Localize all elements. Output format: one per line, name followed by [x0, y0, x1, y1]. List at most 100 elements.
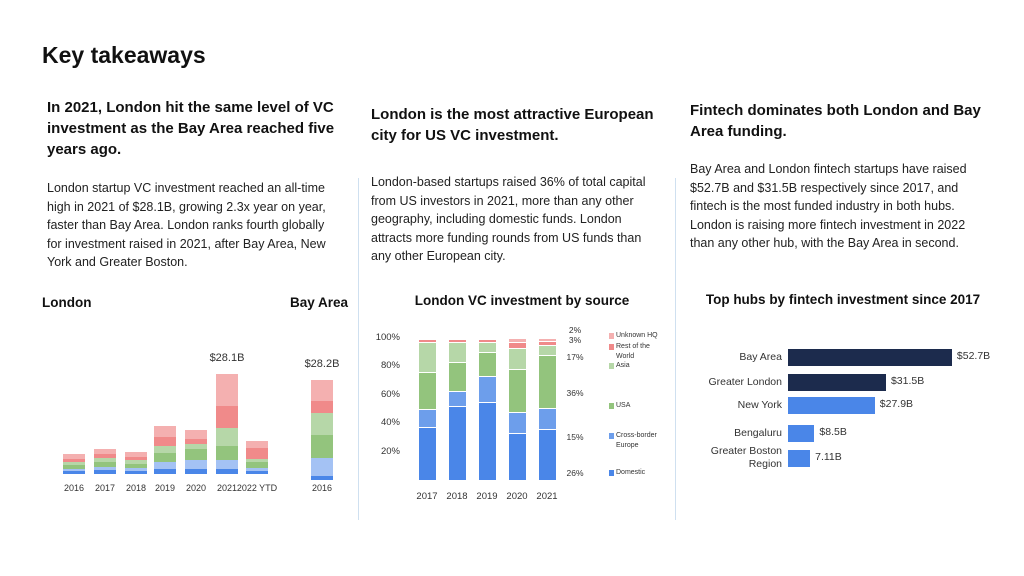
bar-segment	[311, 457, 333, 476]
bar-segment	[125, 467, 147, 471]
bar-segment	[311, 413, 333, 435]
bar-segment	[94, 461, 116, 467]
chart-title: London	[42, 295, 92, 310]
body: London startup VC investment reached an …	[47, 181, 326, 269]
bar-segment	[125, 457, 147, 461]
share-label: 26%	[566, 468, 584, 478]
legend-label: Asia	[616, 362, 630, 369]
bar-segment	[508, 342, 526, 348]
divider	[358, 178, 359, 520]
bar-segment	[478, 339, 496, 343]
bar-segment	[94, 457, 116, 462]
bar-segment	[63, 471, 85, 474]
bar-segment	[508, 347, 526, 370]
bar-segment	[311, 379, 333, 401]
heading: London is the most attractive European c…	[371, 106, 654, 144]
bar-segment	[448, 339, 466, 343]
bar-segment	[185, 459, 207, 469]
label: 2019	[154, 483, 176, 493]
bar-segment	[448, 342, 466, 363]
bar-segment	[63, 465, 85, 469]
legend-swatch	[609, 363, 614, 369]
value-label: $52.7B	[956, 350, 991, 362]
bar-segment	[125, 463, 147, 468]
share-label: 15%	[566, 432, 584, 442]
bar-segment	[311, 475, 333, 480]
legend-label: USA	[616, 402, 631, 409]
share-label: 17%	[566, 352, 584, 362]
bar-segment	[94, 454, 116, 458]
bar-segment	[448, 390, 466, 407]
chart-title: Bay Area	[290, 295, 349, 310]
chart-title: London VC investment by source	[414, 293, 630, 308]
legend-label: Rest of the World	[616, 343, 650, 360]
bar-segment	[418, 409, 436, 428]
y-tick-label: 40%	[380, 417, 400, 429]
legend-label: Domestic	[616, 469, 646, 476]
bar-segment	[185, 444, 207, 450]
y-tick-label: 100%	[375, 332, 400, 343]
share-label: 3%	[568, 335, 582, 345]
legend-label: Cross-border Europe	[616, 432, 657, 449]
label: 2021	[536, 491, 558, 502]
bar-segment	[154, 445, 176, 453]
bar-segment	[246, 448, 268, 459]
bar-segment	[216, 459, 238, 469]
bar-segment	[418, 372, 436, 409]
bar-segment	[478, 401, 496, 480]
share-label: 2%	[568, 325, 582, 335]
share-label: 36%	[566, 388, 584, 398]
bar-segment	[125, 460, 147, 464]
bar-segment	[538, 355, 556, 408]
bar-segment	[448, 338, 466, 340]
category-label: Greater London	[708, 375, 782, 388]
bar-segment	[538, 428, 556, 480]
y-tick-label: 80%	[380, 360, 400, 372]
bar-segment	[478, 342, 496, 353]
category-label: New York	[737, 398, 782, 411]
bar-segment	[63, 454, 85, 460]
bar-segment	[216, 427, 238, 446]
heading: In 2021, London hit the same level of VC…	[47, 99, 335, 158]
body: Bay Area and London fintech startups hav…	[690, 162, 967, 250]
value-label: $8.5B	[819, 426, 847, 438]
bar-segment	[538, 345, 556, 356]
bar-segment	[478, 338, 496, 340]
bar-segment	[538, 407, 556, 429]
bar-segment	[185, 438, 207, 445]
chart-title: Top hubs by fintech investment since 201…	[705, 292, 981, 307]
bar-segment	[94, 470, 116, 474]
title: Key takeaways	[42, 42, 206, 68]
bar-segment	[246, 471, 268, 474]
body: London-based startups raised 36% of tota…	[371, 175, 646, 263]
label: 2022 YTD	[236, 483, 278, 493]
bar-segment	[538, 338, 556, 341]
legend-swatch	[609, 333, 614, 339]
bar	[788, 396, 875, 414]
label: 2018	[125, 483, 147, 493]
bar-segment	[418, 427, 436, 480]
bar-segment	[154, 468, 176, 474]
bar-segment	[125, 470, 147, 474]
label: 2018	[446, 491, 468, 502]
bar-segment	[448, 406, 466, 480]
label: 2016	[63, 483, 85, 493]
bar-segment	[94, 449, 116, 455]
bar-segment	[508, 369, 526, 412]
bar	[788, 373, 886, 391]
value-label: $27.9B	[879, 398, 914, 410]
annotation: $28.2B	[304, 357, 340, 370]
legend-swatch	[609, 433, 614, 439]
bar-segment	[418, 342, 436, 373]
label: 2019	[476, 491, 498, 502]
value-label: 7.11B	[815, 451, 842, 463]
bar	[788, 424, 815, 442]
bar-segment	[154, 425, 176, 437]
divider	[675, 178, 676, 520]
bar-segment	[418, 339, 436, 343]
y-tick-label: 60%	[380, 388, 400, 400]
bar-segment	[478, 352, 496, 377]
bar-segment	[246, 440, 268, 448]
bar-segment	[216, 445, 238, 460]
heading: Fintech dominates both London and Bay Ar…	[690, 102, 981, 140]
